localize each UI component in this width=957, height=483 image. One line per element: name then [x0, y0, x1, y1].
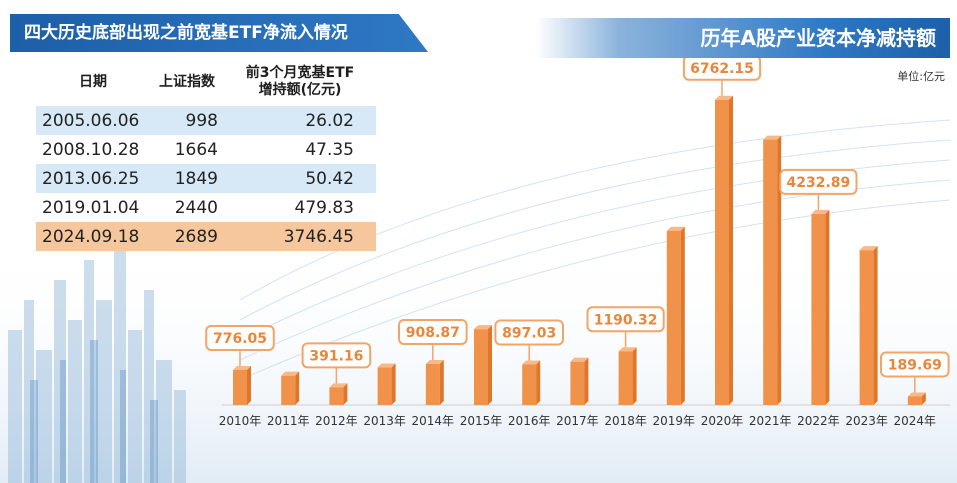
data-label: 189.69: [880, 351, 950, 393]
cell-amount: 26.02: [305, 110, 354, 131]
table-header: 日期 上证指数 前3个月宽基ETF 增持额(亿元): [36, 58, 376, 106]
cell-date: 2019.01.04: [42, 197, 140, 218]
x-tick-label: 2022年: [797, 414, 840, 428]
data-label: 908.87: [398, 318, 468, 360]
data-label-text: 908.87: [406, 325, 460, 341]
x-tick-label: 2017年: [556, 414, 599, 428]
data-label-text: 189.69: [888, 357, 942, 373]
etf-table-panel: 四大历史底部出现之前宽基ETF净流入情况 日期 上证指数 前3个月宽基ETF 增…: [10, 14, 428, 251]
cell-amount: 3746.45: [283, 226, 354, 247]
cell-date: 2005.06.06: [42, 110, 140, 131]
data-label-text: 897.03: [502, 326, 556, 342]
cell-index: 1664: [174, 139, 218, 160]
x-tick-label: 2010年: [219, 414, 262, 428]
bar-2014年: [425, 359, 444, 405]
header-index: 上证指数: [159, 73, 215, 90]
header-amount: 前3个月宽基ETF 增持额(亿元): [245, 65, 355, 98]
table-row: 2005.06.06 998 26.02: [36, 106, 376, 135]
x-tick-label: 2016年: [508, 414, 551, 428]
table-row: 2008.10.28 1664 47.35: [36, 135, 376, 164]
data-label-text: 6762.15: [690, 61, 754, 77]
data-label: 391.16: [301, 342, 372, 384]
x-tick-label: 2024年: [894, 414, 937, 428]
table-title: 四大历史底部出现之前宽基ETF净流入情况: [10, 14, 428, 52]
bar-2019年: [666, 226, 685, 405]
bar-2021年: [763, 135, 782, 406]
cell-index: 998: [185, 110, 218, 131]
chart-unit: 单位:亿元: [897, 70, 945, 83]
x-tick-label: 2020年: [701, 414, 744, 428]
x-tick-label: 2018年: [604, 414, 647, 428]
x-tick-label: 2023年: [845, 414, 888, 428]
cell-index: 2689: [174, 226, 218, 247]
x-tick-label: 2011年: [267, 414, 310, 428]
cell-index: 1849: [174, 168, 218, 189]
data-label-text: 776.05: [213, 331, 267, 347]
bar-2013年: [377, 363, 396, 405]
bar-2016年: [522, 360, 541, 405]
chart-title: 历年A股产业资本净减持额: [700, 26, 936, 50]
bar-2024年: [907, 392, 926, 405]
data-label-text: 4232.89: [787, 175, 851, 191]
data-label: 1190.32: [586, 306, 665, 348]
cell-amount: 50.42: [305, 168, 354, 189]
bar-2011年: [281, 371, 300, 405]
bar-2018年: [618, 347, 637, 405]
x-tick-label: 2013年: [363, 414, 406, 428]
data-label: 897.03: [494, 319, 564, 361]
data-label-text: 391.16: [309, 348, 363, 364]
header-date: 日期: [79, 73, 107, 90]
bar-2022年: [811, 209, 830, 405]
chart-title-banner: 历年A股产业资本净减持额: [536, 18, 950, 58]
x-tick-label: 2014年: [412, 414, 455, 428]
x-tick-label: 2015年: [460, 414, 503, 428]
table-row: 2013.06.25 1849 50.42: [36, 164, 376, 193]
bar-2012年: [329, 383, 348, 405]
cell-date: 2013.06.25: [42, 168, 140, 189]
table-row: 2019.01.04 2440 479.83: [36, 193, 376, 222]
bar-2010年: [233, 365, 251, 405]
bar-2015年: [474, 325, 492, 405]
data-label: 6762.15: [682, 54, 762, 96]
cell-date: 2024.09.18: [42, 226, 140, 247]
x-tick-label: 2012年: [315, 414, 358, 428]
cell-index: 2440: [174, 197, 218, 218]
cell-amount: 479.83: [294, 197, 354, 218]
bar-2017年: [570, 357, 589, 405]
x-tick-label: 2021年: [749, 414, 792, 428]
x-tick-label: 2019年: [653, 414, 696, 428]
bar-2023年: [859, 246, 878, 405]
table-row-highlight: 2024.09.18 2689 3746.45: [36, 222, 376, 251]
cell-date: 2008.10.28: [42, 139, 140, 160]
data-label: 776.05: [205, 324, 275, 366]
bar-2020年: [715, 95, 733, 405]
data-label-text: 1190.32: [594, 312, 658, 328]
data-label: 4232.89: [779, 168, 858, 210]
cell-amount: 47.35: [305, 139, 354, 160]
etf-table: 日期 上证指数 前3个月宽基ETF 增持额(亿元) 2005.06.06 998…: [36, 58, 376, 251]
